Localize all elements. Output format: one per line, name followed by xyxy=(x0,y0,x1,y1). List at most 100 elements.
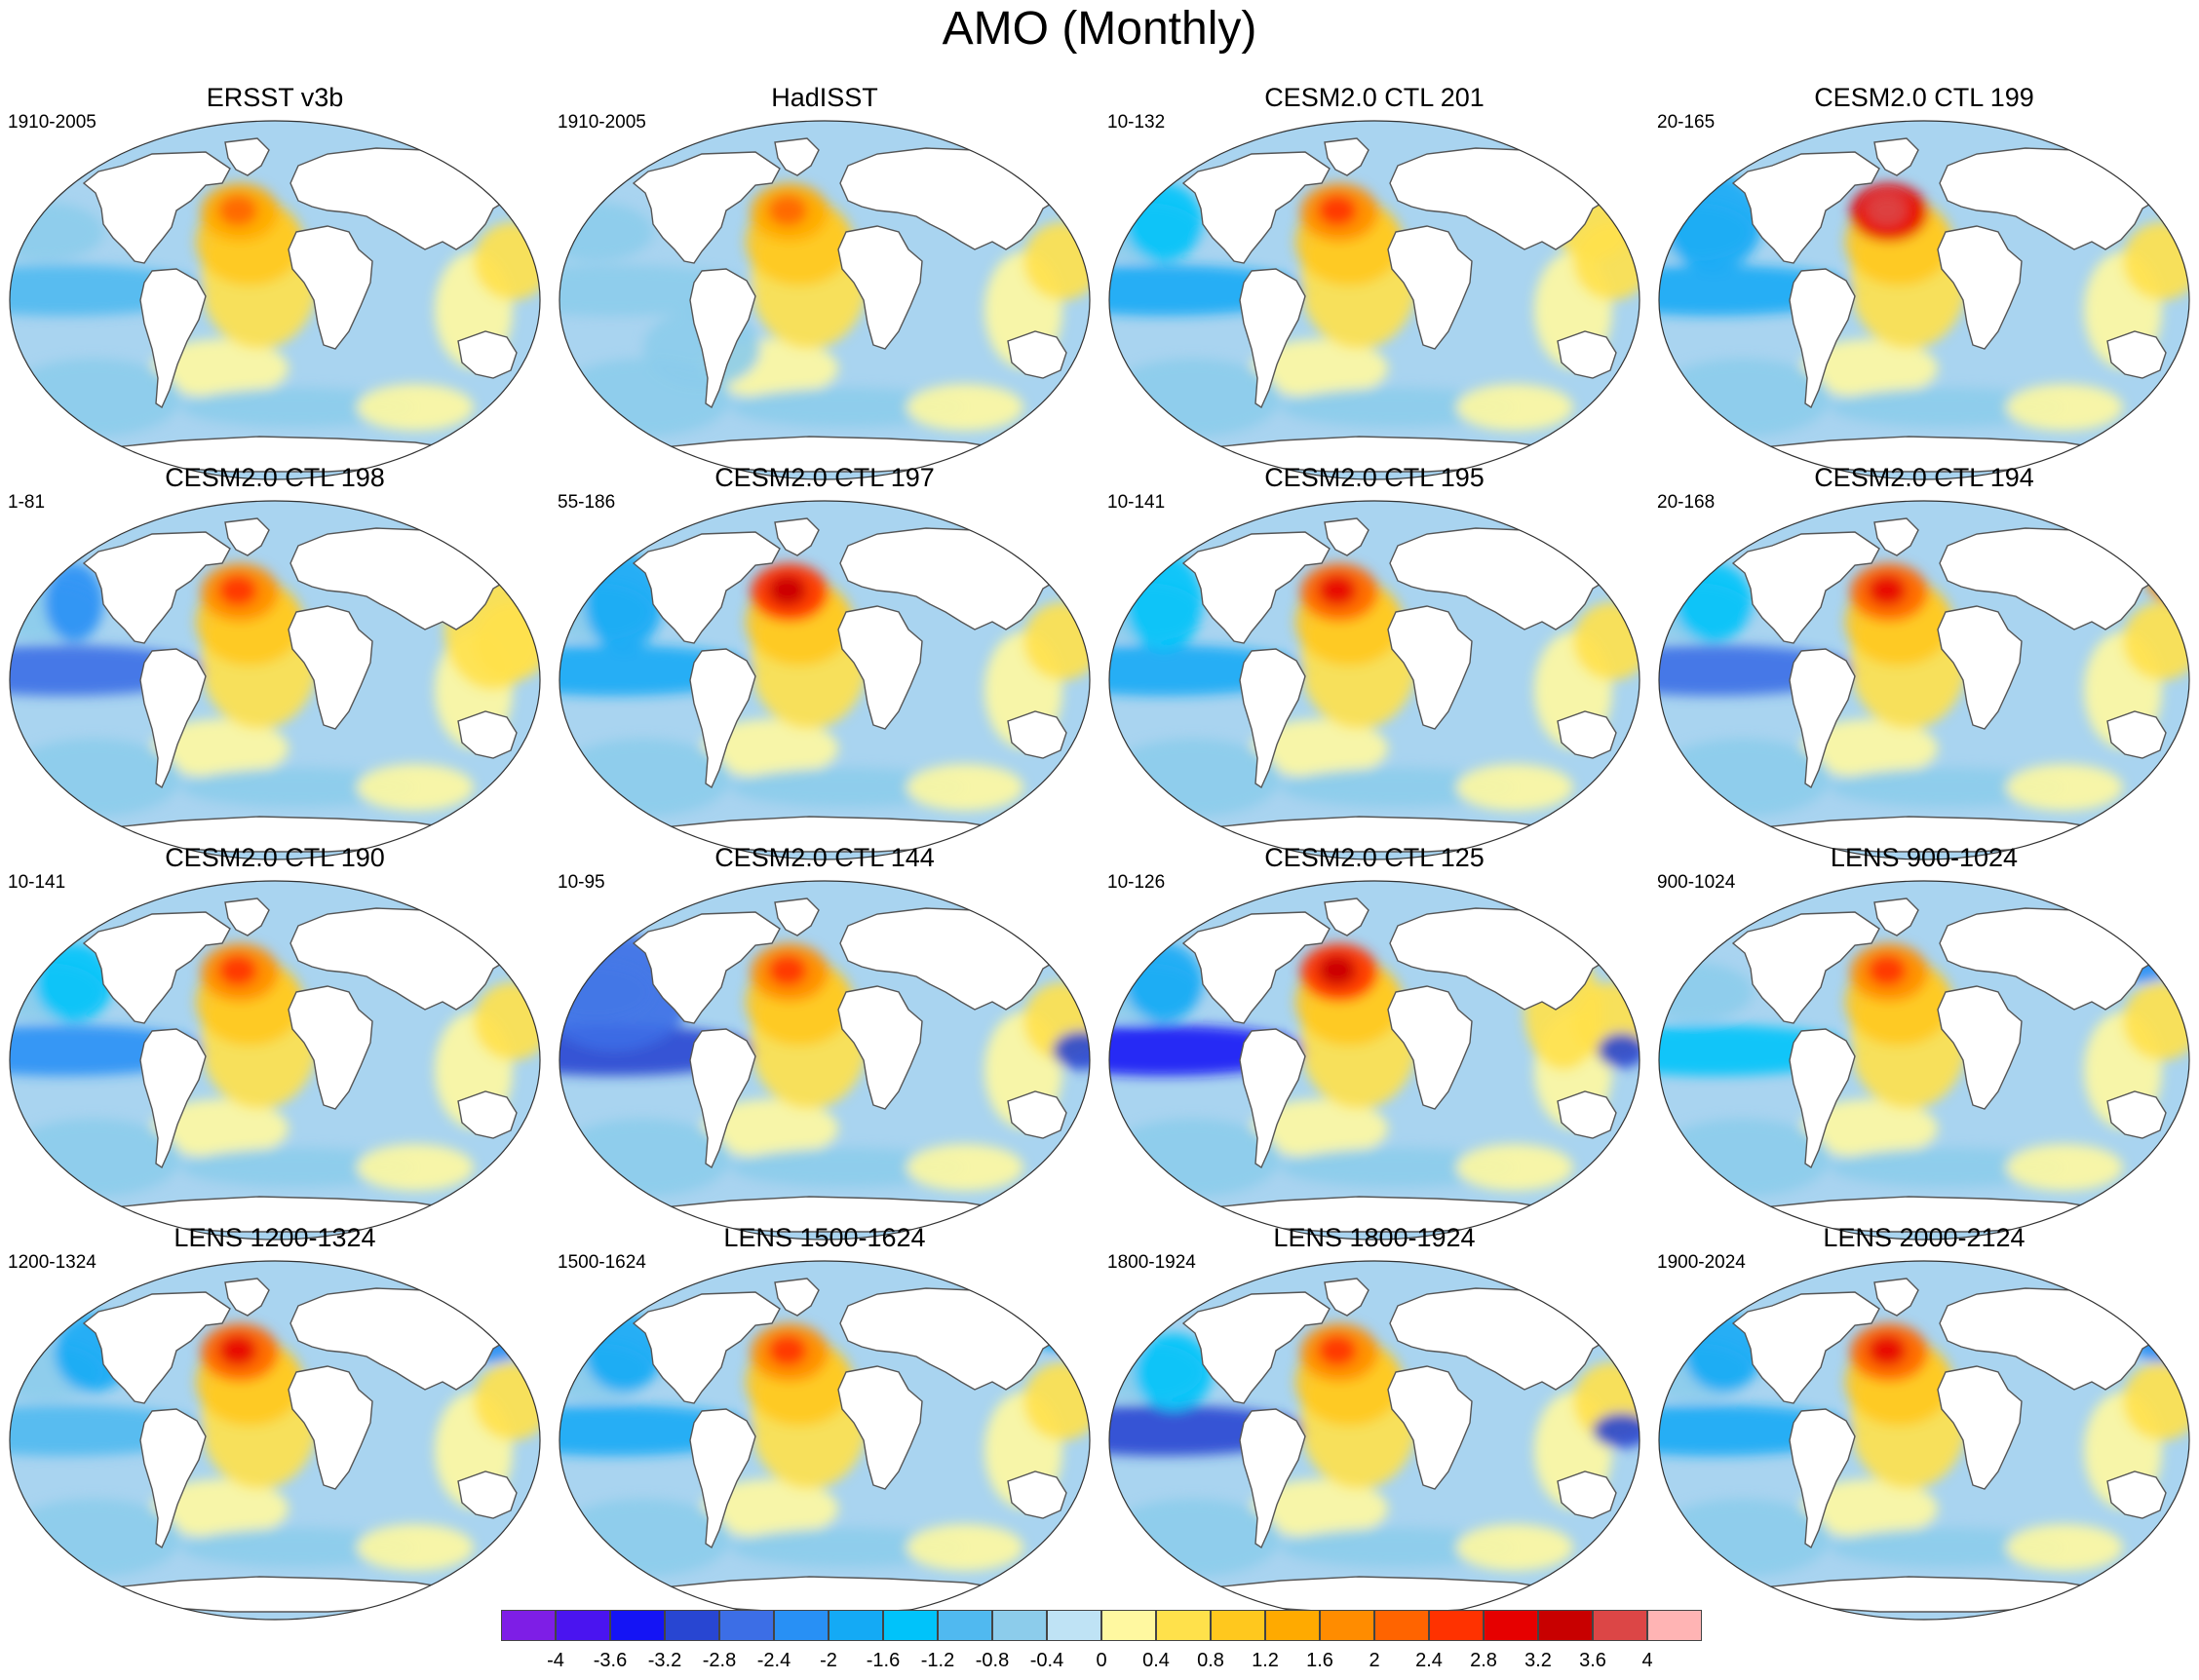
anomaly-contour xyxy=(559,645,760,696)
colorbar-swatch xyxy=(1265,1610,1320,1641)
anomaly-field xyxy=(1109,501,1640,859)
anomaly-contour xyxy=(731,768,965,807)
greenland-landmass xyxy=(1324,897,1370,936)
anomaly-contour xyxy=(181,768,415,807)
anomaly-contour xyxy=(1659,359,1831,437)
africa-landmass xyxy=(837,605,923,730)
south-america-landmass xyxy=(689,648,756,789)
africa-landmass xyxy=(1937,985,2023,1110)
panel-title: LENS 2000-2124 xyxy=(1823,1223,2025,1252)
map-outline xyxy=(559,500,1091,860)
colorbar-tick-label: -2.8 xyxy=(702,1650,737,1671)
panel-title: CESM2.0 CTL 198 xyxy=(165,463,385,492)
australia-landmass xyxy=(1557,710,1617,759)
colorbar-swatch xyxy=(829,1610,883,1641)
australia-landmass xyxy=(1007,1090,1067,1139)
map-panel: CESM2.0 CTL 199 20-165 xyxy=(1649,82,2199,501)
anomaly-contour xyxy=(731,388,965,427)
anomaly-contour xyxy=(45,563,103,641)
anomaly-contour xyxy=(1456,1144,1573,1191)
greenland-landmass xyxy=(1873,1278,1919,1317)
panel-title: HadISST xyxy=(771,83,878,112)
greenland-landmass xyxy=(224,517,270,556)
south-america-landmass xyxy=(139,648,207,789)
africa-landmass xyxy=(288,225,373,350)
colorbar-tick-label: 0.4 xyxy=(1142,1650,1170,1671)
land-masses xyxy=(1731,517,2180,853)
panel-title: CESM2.0 CTL 195 xyxy=(1264,463,1485,492)
anomaly-field xyxy=(1659,1261,2189,1620)
north-america-landmass xyxy=(632,531,781,644)
colorbar-swatch xyxy=(774,1610,829,1641)
north-america-landmass xyxy=(1181,911,1331,1024)
map-panel: CESM2.0 CTL 201 10-132 xyxy=(1100,82,1649,501)
anomaly-contour xyxy=(702,719,838,778)
north-america-landmass xyxy=(82,911,231,1024)
colorbar-tick-label: 0 xyxy=(1096,1650,1107,1671)
colorbar-tick-label: 2.8 xyxy=(1470,1650,1497,1671)
anomaly-contour xyxy=(1109,1405,1310,1456)
anomaly-contour xyxy=(559,265,760,316)
africa-landmass xyxy=(837,225,923,350)
anomaly-contour xyxy=(1659,1405,1860,1456)
north-america-landmass xyxy=(1731,911,1880,1024)
south-america-landmass xyxy=(139,268,207,409)
australia-landmass xyxy=(1007,1470,1067,1519)
south-america-landmass xyxy=(1239,268,1306,409)
colorbar-tick-label: -2 xyxy=(820,1650,837,1671)
anomaly-contour xyxy=(1801,339,1938,398)
greenland-landmass xyxy=(774,897,820,936)
land-masses xyxy=(1731,1278,2180,1613)
panel-title: CESM2.0 CTL 125 xyxy=(1264,843,1485,872)
anomaly-field xyxy=(1109,881,1640,1240)
world-map xyxy=(559,120,1091,480)
colorbar-tick-label: 1.2 xyxy=(1252,1650,1279,1671)
anomaly-contour xyxy=(1252,1479,1388,1538)
africa-landmass xyxy=(1937,605,2023,730)
greenland-landmass xyxy=(1324,137,1370,176)
north-america-landmass xyxy=(632,911,781,1024)
anomaly-contour xyxy=(1456,1524,1573,1571)
world-map xyxy=(559,500,1091,860)
anomaly-contour xyxy=(2006,1524,2123,1571)
panel-title: CESM2.0 CTL 197 xyxy=(714,463,935,492)
colorbar-swatch xyxy=(1211,1610,1265,1641)
anomaly-contour xyxy=(1109,1025,1310,1076)
panel-period: 1910-2005 xyxy=(8,112,96,133)
world-map xyxy=(1658,120,2190,480)
world-map xyxy=(1108,1260,1640,1621)
anomaly-contour xyxy=(2006,764,2123,811)
land-masses xyxy=(632,897,1080,1233)
world-map xyxy=(1658,500,2190,860)
colorbar-swatch xyxy=(1647,1610,1702,1641)
africa-landmass xyxy=(1937,225,2023,350)
north-america-landmass xyxy=(1731,531,1880,644)
panel-period: 1900-2024 xyxy=(1657,1252,1746,1273)
colorbar-tick-label: -3.6 xyxy=(593,1650,628,1671)
anomaly-contour xyxy=(152,1099,289,1158)
south-america-landmass xyxy=(139,1408,207,1549)
north-america-landmass xyxy=(632,151,781,264)
anomaly-contour xyxy=(731,1148,965,1187)
colorbar-swatch xyxy=(1047,1610,1101,1641)
south-america-landmass xyxy=(1789,268,1856,409)
colorbar-swatch xyxy=(1538,1610,1593,1641)
colorbar-swatch xyxy=(719,1610,774,1641)
anomaly-contour xyxy=(1109,1119,1281,1197)
greenland-landmass xyxy=(1873,897,1919,936)
africa-landmass xyxy=(288,1365,373,1490)
australia-landmass xyxy=(2106,330,2167,379)
north-america-landmass xyxy=(1181,1291,1331,1404)
anomaly-contour xyxy=(1109,265,1310,316)
greenland-landmass xyxy=(774,137,820,176)
colorbar-swatch xyxy=(1156,1610,1211,1641)
anomaly-field xyxy=(1109,1261,1640,1620)
north-america-landmass xyxy=(82,531,231,644)
anomaly-contour xyxy=(152,719,289,778)
anomaly-contour xyxy=(1109,359,1281,437)
greenland-landmass xyxy=(224,1278,270,1317)
map-panel: LENS 2000-2124 1900-2024 xyxy=(1649,1222,2199,1641)
africa-landmass xyxy=(288,985,373,1110)
anomaly-contour xyxy=(1109,645,1310,696)
